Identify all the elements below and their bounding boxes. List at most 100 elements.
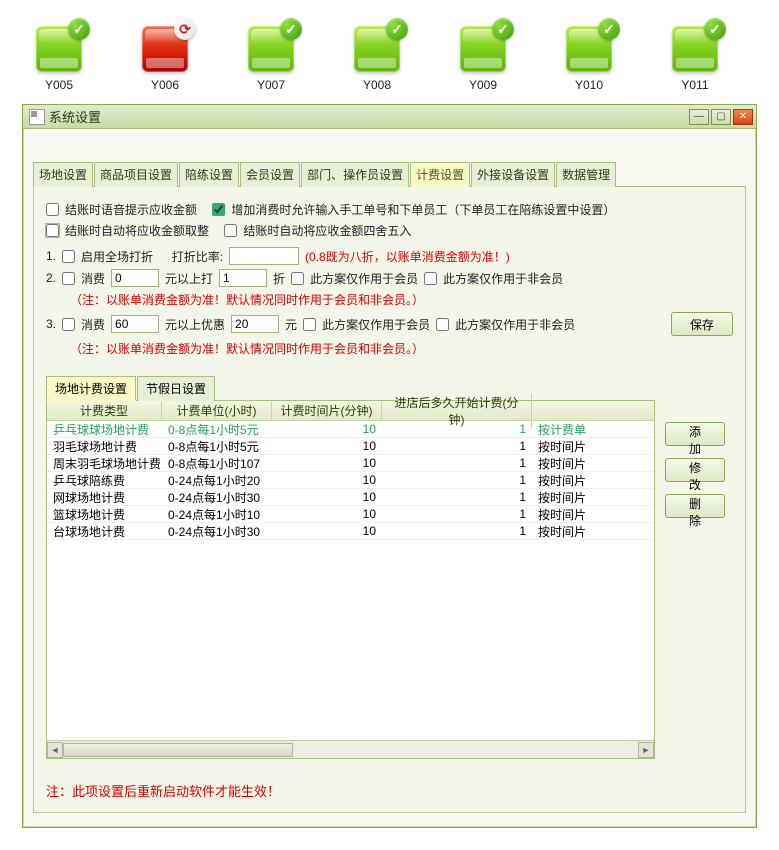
table-cell: 按时间片 (532, 438, 596, 455)
desktop-icon[interactable]: ✓Y007 (248, 26, 294, 92)
enable-discount-checkbox[interactable] (62, 250, 75, 263)
table-cell: 1 (382, 439, 532, 453)
scroll-right-arrow[interactable]: ► (638, 742, 654, 758)
table-cell: 10 (272, 490, 382, 504)
line2-enable-checkbox[interactable] (62, 272, 75, 285)
close-button[interactable]: ✕ (733, 109, 753, 125)
table-cell: 羽毛球场地计费 (47, 438, 162, 455)
line3-value1-input[interactable] (111, 315, 159, 333)
discount-ratio-input[interactable] (229, 247, 299, 265)
desktop-icon-box: ✓ (460, 26, 506, 72)
main-tab[interactable]: 数据管理 (556, 162, 616, 187)
voice-prompt-label: 结账时语音提示应收金额 (65, 201, 197, 218)
desktop-icon-label: Y011 (681, 78, 708, 92)
line3-enable-checkbox[interactable] (62, 318, 75, 331)
table-column-header[interactable]: 计费类型 (47, 402, 162, 419)
table-row[interactable]: 乒乓球陪练费0-24点每1小时20101按时间片 (47, 472, 654, 489)
scroll-left-arrow[interactable]: ◄ (47, 742, 63, 758)
table-cell: 1 (382, 524, 532, 538)
dialog-body: 场地设置商品项目设置陪练设置会员设置部门、操作员设置计费设置外接设备设置数据管理… (23, 129, 756, 827)
settings-dialog: 系统设置 — ▢ ✕ 场地设置商品项目设置陪练设置会员设置部门、操作员设置计费设… (22, 104, 757, 828)
main-tab[interactable]: 计费设置 (410, 162, 470, 187)
settings-panel: 结账时语音提示应收金额 增加消费时允许输入手工单号和下单员工（下单员工在陪练设置… (33, 187, 746, 813)
table-cell: 0-24点每1小时30 (162, 489, 272, 506)
desktop-icon-label: Y010 (575, 78, 603, 92)
line2-nonmember-only-checkbox[interactable] (424, 272, 437, 285)
delete-button[interactable]: 删除 (665, 494, 725, 518)
add-button[interactable]: 添加 (665, 422, 725, 446)
check-icon: ✓ (280, 18, 302, 40)
table-cell: 1 (382, 507, 532, 521)
desktop-icon[interactable]: ✓ Y005 (36, 26, 82, 92)
main-tab[interactable]: 商品项目设置 (94, 162, 178, 187)
window-controls: — ▢ ✕ (689, 109, 753, 125)
sub-tab[interactable]: 场地计费设置 (46, 376, 136, 401)
minimize-button[interactable]: — (689, 109, 709, 125)
round-half-label: 结账时自动将应收金额四舍五入 (243, 222, 411, 239)
table-header: 计费类型计费单位(小时)计费时间片(分钟)进店后多久开始计费(分钟) (47, 401, 654, 421)
desktop-icon-label: Y006 (151, 78, 179, 92)
line3-member-only-checkbox[interactable] (303, 318, 316, 331)
table-row[interactable]: 羽毛球场地计费0-8点每1小时5元101按时间片 (47, 438, 654, 455)
table-cell: 10 (272, 524, 382, 538)
power-icon: ⟳ (174, 18, 196, 40)
table-row[interactable]: 网球场地计费0-24点每1小时30101按时间片 (47, 489, 654, 506)
line2-note: （注：以账单消费金额为准！默认情况同时作用于会员和非会员。） (70, 291, 424, 308)
manual-order-checkbox[interactable] (212, 203, 225, 216)
table-cell: 周末羽毛球场地计费 (47, 455, 162, 472)
table-cell: 10 (272, 507, 382, 521)
table-column-header[interactable]: 计费时间片(分钟) (272, 402, 382, 419)
maximize-button[interactable]: ▢ (711, 109, 731, 125)
check-icon: ✓ (598, 18, 620, 40)
line3-l3: 元 (285, 316, 297, 333)
table-cell: 10 (272, 456, 382, 470)
main-tab[interactable]: 陪练设置 (179, 162, 239, 187)
line2-value1-input[interactable] (111, 269, 159, 287)
table-row[interactable]: 篮球场地计费0-24点每1小时10101按时间片 (47, 506, 654, 523)
sub-tab[interactable]: 节假日设置 (137, 376, 215, 401)
restart-note: 注：此项设置后重新启动软件才能生效！ (46, 781, 733, 800)
table-body: 乒乓球球场地计费0-8点每1小时5元101按计费单羽毛球场地计费0-8点每1小时… (47, 421, 654, 540)
line3-chk2-label: 此方案仅作用于非会员 (455, 316, 575, 333)
save-button[interactable]: 保存 (671, 312, 733, 336)
main-tab[interactable]: 外接设备设置 (471, 162, 555, 187)
desktop-icon[interactable]: ⟳ Y006 (142, 26, 188, 92)
edit-button[interactable]: 修改 (665, 458, 725, 482)
desktop-icon-box: ✓ (672, 26, 718, 72)
line2-member-only-checkbox[interactable] (291, 272, 304, 285)
scroll-thumb[interactable] (63, 743, 293, 757)
main-tab[interactable]: 部门、操作员设置 (301, 162, 409, 187)
table-column-header[interactable]: 计费单位(小时) (162, 402, 272, 419)
table-cell: 篮球场地计费 (47, 506, 162, 523)
discount-ratio-label: 打折比率: (172, 248, 223, 265)
check-icon: ✓ (68, 18, 90, 40)
table-row[interactable]: 乒乓球球场地计费0-8点每1小时5元101按计费单 (47, 421, 654, 438)
desktop-icon-row: ✓Y005⟳Y006✓Y007✓Y008✓Y009✓Y010✓Y011 (0, 0, 779, 104)
table-cell: 1 (382, 456, 532, 470)
round-down-checkbox[interactable] (46, 224, 59, 237)
desktop-icon-label: Y005 (45, 78, 73, 92)
desktop-icon[interactable]: ✓Y010 (566, 26, 612, 92)
desktop-icon[interactable]: ✓Y008 (354, 26, 400, 92)
horizontal-scrollbar[interactable]: ◄ ► (47, 740, 654, 758)
line3-value2-input[interactable] (231, 315, 279, 333)
table-row[interactable]: 周末羽毛球场地计费0-8点每1小时107101按时间片 (47, 455, 654, 472)
desktop-icon-box: ✓ (36, 26, 82, 72)
line2-value2-input[interactable] (219, 269, 267, 287)
voice-prompt-checkbox[interactable] (46, 203, 59, 216)
table-row[interactable]: 台球场地计费0-24点每1小时30101按时间片 (47, 523, 654, 540)
dialog-title: 系统设置 (49, 107, 689, 126)
billing-table: 计费类型计费单位(小时)计费时间片(分钟)进店后多久开始计费(分钟) 乒乓球球场… (46, 400, 655, 759)
desktop-icon-box: ⟳ (142, 26, 188, 72)
table-action-buttons: 添加 修改 删除 (655, 400, 733, 759)
line3-nonmember-only-checkbox[interactable] (436, 318, 449, 331)
desktop-icon[interactable]: ✓Y009 (460, 26, 506, 92)
desktop-icon-box: ✓ (248, 26, 294, 72)
main-tab[interactable]: 会员设置 (240, 162, 300, 187)
table-cell: 按时间片 (532, 506, 596, 523)
desktop-icon[interactable]: ✓ Y011 (672, 26, 718, 92)
round-half-checkbox[interactable] (224, 224, 237, 237)
line2-chk2-label: 此方案仅作用于非会员 (443, 270, 563, 287)
line2-l3: 折 (273, 270, 285, 287)
main-tab[interactable]: 场地设置 (33, 162, 93, 187)
